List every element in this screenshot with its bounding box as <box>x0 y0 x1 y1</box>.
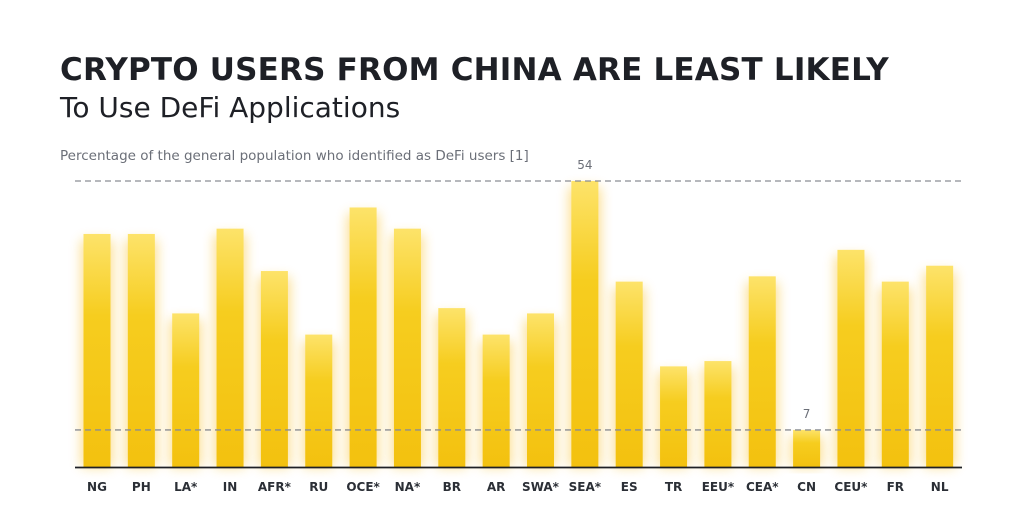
bar-afr <box>260 271 288 467</box>
x-tick-label: NA* <box>395 480 421 494</box>
x-tick-label: NL <box>931 480 949 494</box>
x-tick-label: CN <box>797 480 816 494</box>
x-tick-label: FR <box>887 480 904 494</box>
x-tick-label: CEA* <box>746 480 779 494</box>
reference-lines-layer <box>75 180 962 431</box>
bar-cea <box>748 276 776 467</box>
bar-tr <box>660 366 688 467</box>
x-tick-label: ES <box>621 480 638 494</box>
data-label: 7 <box>803 407 811 421</box>
bar-es <box>615 281 643 467</box>
bar-in <box>216 228 244 467</box>
bar-nl <box>926 265 954 467</box>
chart-subtitle: To Use DeFi Applications <box>60 91 401 124</box>
bar-na <box>393 228 421 467</box>
bar-ph <box>127 233 155 467</box>
x-tick-label: RU <box>309 480 328 494</box>
x-tick-label: SEA* <box>569 480 602 494</box>
bar-oce <box>349 207 377 467</box>
x-tick-label: TR <box>665 480 682 494</box>
x-tick-label: OCE* <box>346 480 380 494</box>
x-tick-label: NG <box>87 480 107 494</box>
bar-eeu <box>704 361 732 467</box>
x-tick-label: AFR* <box>258 480 292 494</box>
x-tick-labels: NG PH LA* IN AFR* RU OCE* NA* BR AR SWA* SEA* ES TR EE… <box>87 480 949 494</box>
x-tick-label: LA* <box>174 480 198 494</box>
x-tick-label: EEU* <box>702 480 735 494</box>
bar-sea <box>571 181 599 467</box>
x-tick-label: CEU* <box>834 480 868 494</box>
data-label: 54 <box>577 158 592 172</box>
bar-ng <box>83 233 111 467</box>
chart-caption: Percentage of the general population who… <box>60 148 529 164</box>
x-tick-label: SWA* <box>522 480 560 494</box>
bars-layer <box>83 181 954 467</box>
bar-ar <box>482 334 510 467</box>
bar-ru <box>305 334 333 467</box>
bar-ceu <box>837 249 865 467</box>
x-tick-label: AR <box>487 480 506 494</box>
data-labels: 54 7 <box>577 158 810 421</box>
bar-swa <box>527 313 554 467</box>
chart-title: CRYPTO USERS FROM CHINA ARE LEAST LIKELY <box>60 52 889 88</box>
bar-cn <box>793 429 821 467</box>
bar-la <box>172 313 200 467</box>
x-tick-label: BR <box>443 480 461 494</box>
bar-glow-layer <box>81 187 956 467</box>
bar-fr <box>881 281 909 467</box>
x-tick-label: PH <box>132 480 151 494</box>
x-tick-label: IN <box>223 480 238 494</box>
bar-br <box>438 308 466 467</box>
